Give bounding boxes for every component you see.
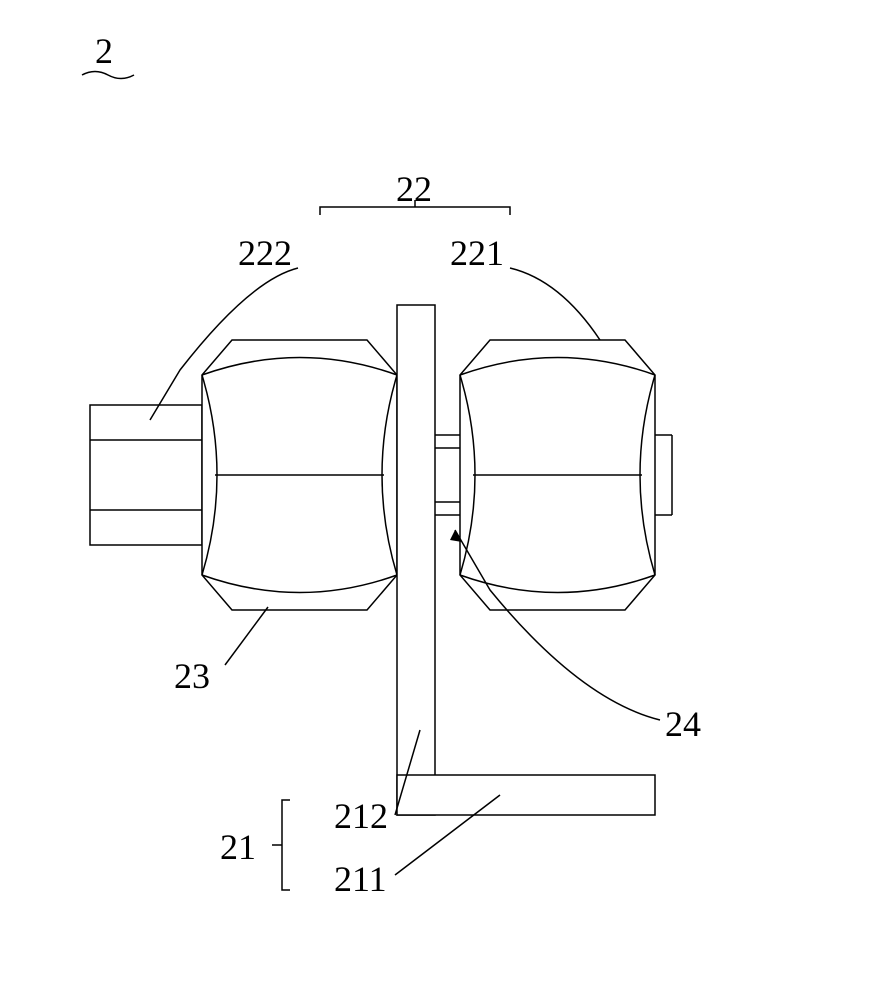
technical-drawing	[0, 0, 871, 1000]
label-212: 212	[334, 795, 388, 837]
label-23: 23	[174, 655, 210, 697]
label-main: 2	[95, 30, 113, 72]
label-211: 211	[334, 858, 387, 900]
label-222: 222	[238, 232, 292, 274]
label-221: 221	[450, 232, 504, 274]
label-24: 24	[665, 703, 701, 745]
label-21: 21	[220, 826, 256, 868]
label-22: 22	[396, 168, 432, 210]
diagram-container: 2 22 222 221 23 24 21 212 211	[0, 0, 871, 1000]
